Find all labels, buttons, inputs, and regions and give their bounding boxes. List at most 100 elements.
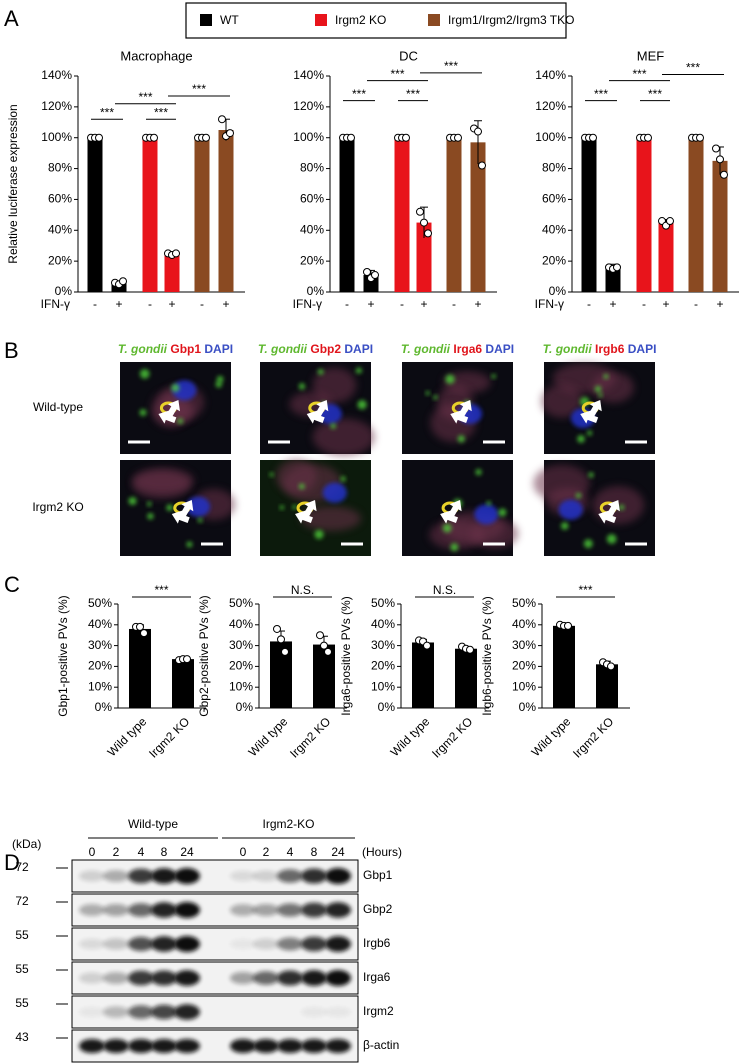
bar [596,664,618,708]
band [253,971,279,985]
y-tick-label: 0% [55,284,73,298]
arrow [598,510,617,524]
x-tick-label: + [222,297,229,311]
data-point [226,129,234,138]
parasite [166,504,173,511]
data-point [363,267,371,276]
y-tick-label: 140% [41,68,72,82]
band [301,936,327,952]
y-tick-label: 40% [300,222,324,236]
hours-label: (Hours) [362,845,402,859]
hour-label: 24 [331,845,345,859]
band [174,1004,200,1020]
arrow [158,410,177,424]
bar [129,628,151,708]
group-label: Wild-type [128,817,178,831]
band [325,902,351,918]
hour-label: 0 [89,845,96,859]
data-point [644,133,652,142]
micrograph-content [541,363,634,443]
parasite [292,504,297,510]
group-label: Irgm2-KO [262,817,314,831]
data-point [150,133,158,142]
row-label: Irgm2 KO [32,500,83,514]
band [79,870,105,882]
y-tick-label: 50% [88,596,112,610]
bar [194,137,210,292]
data-point [140,629,148,638]
marker-label: 55 [15,962,29,976]
significance-label: *** [390,67,404,81]
data-point [478,161,486,170]
legend-swatch [200,14,212,26]
column-header: T. gondii Gbp1 DAPI [118,342,233,356]
arrow [303,500,317,518]
bar [339,137,355,292]
data-point [613,263,621,272]
band [79,1039,105,1053]
x-tick-label: - [148,297,152,311]
band [128,1039,154,1053]
y-tick-label: 80% [48,161,72,175]
parasite [357,400,367,410]
data-point [402,133,410,142]
data-point [474,127,482,136]
hour-label: 4 [287,845,294,859]
cell-body [132,467,194,493]
parasite [442,523,452,533]
bar [455,648,477,708]
bar [416,222,432,292]
band [230,1039,256,1053]
y-tick-label: 0% [95,700,113,714]
header-part: DAPI [485,342,514,356]
significance-label: N.S. [433,583,456,597]
y-tick-label: 80% [300,161,324,175]
hour-label: 4 [138,845,145,859]
data-point [589,133,597,142]
y-axis-label: Irgb6-positive PVs (%) [480,596,494,715]
significance-label: *** [648,87,662,101]
band [151,902,177,918]
band [230,870,256,882]
band [103,870,129,882]
y-tick-label: 30% [371,638,395,652]
parasite [598,393,603,398]
band [128,868,154,884]
x-tick-label: - [200,297,204,311]
data-point [119,277,127,286]
bar [446,137,462,292]
band [174,970,200,986]
significance-label: *** [578,583,592,597]
nucleus [474,504,499,525]
band [325,868,351,884]
parasite [457,435,465,443]
band [103,903,129,917]
marker-label: 43 [15,1030,29,1044]
column-header: T. gondii Gbp2 DAPI [258,342,373,356]
cell-body [275,459,317,494]
band [128,1005,154,1019]
y-tick-label: 10% [371,679,395,693]
band [174,902,200,918]
arrow [315,400,329,418]
bar [688,137,704,292]
y-tick-label: 0% [378,700,396,714]
cell-body [541,384,583,418]
band [174,868,200,884]
parasite [279,505,284,510]
band [174,1039,200,1053]
parasite [139,368,150,379]
arrow [580,410,599,424]
parasite [486,500,492,506]
y-tick-label: 140% [293,68,324,82]
data-point [420,218,428,227]
bar [142,137,158,292]
band [325,936,351,952]
parasite [445,374,455,384]
band [325,1006,351,1018]
bar [658,222,674,292]
data-point [371,271,379,280]
bar [270,641,292,708]
x-tick-label: Irgm2 KO [146,714,192,760]
band [151,1039,177,1053]
